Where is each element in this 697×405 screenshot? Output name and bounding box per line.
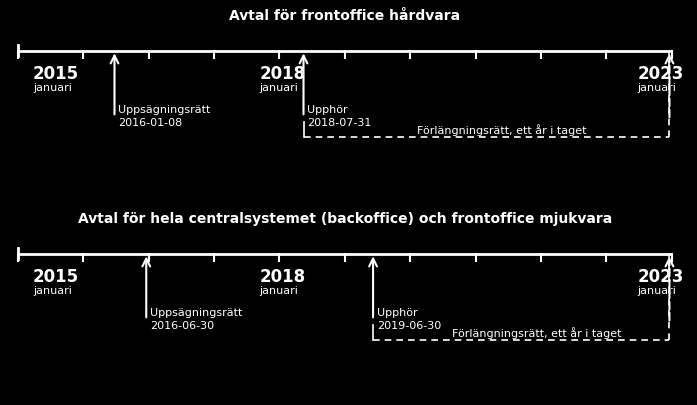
Text: Uppsägningsrätt: Uppsägningsrätt xyxy=(150,307,243,317)
Text: Förlängningsrätt, ett år i taget: Förlängningsrätt, ett år i taget xyxy=(417,124,586,136)
Text: januari: januari xyxy=(638,83,677,93)
Text: 2023: 2023 xyxy=(638,65,684,83)
Text: Avtal för frontoffice hårdvara: Avtal för frontoffice hårdvara xyxy=(229,9,460,23)
Text: Upphör: Upphör xyxy=(377,307,418,317)
Text: 2015: 2015 xyxy=(33,65,79,83)
Text: januari: januari xyxy=(260,286,298,296)
Text: 2016-01-08: 2016-01-08 xyxy=(118,118,183,128)
Text: Uppsägningsrätt: Uppsägningsrätt xyxy=(118,104,210,114)
Text: Avtal för hela centralsystemet (backoffice) och frontoffice mjukvara: Avtal för hela centralsystemet (backoffi… xyxy=(77,211,612,226)
Text: 2019-06-30: 2019-06-30 xyxy=(377,320,441,330)
Text: januari: januari xyxy=(638,286,677,296)
Text: 2016-06-30: 2016-06-30 xyxy=(150,320,214,330)
Text: 2015: 2015 xyxy=(33,267,79,286)
Text: Förlängningsrätt, ett år i taget: Förlängningsrätt, ett år i taget xyxy=(452,326,621,339)
Text: 2018: 2018 xyxy=(260,65,306,83)
Text: 2018-07-31: 2018-07-31 xyxy=(307,118,372,128)
Text: januari: januari xyxy=(33,83,72,93)
Text: januari: januari xyxy=(260,83,298,93)
Text: 2023: 2023 xyxy=(638,267,684,286)
Text: Upphör: Upphör xyxy=(307,104,348,114)
Text: januari: januari xyxy=(33,286,72,296)
Text: 2018: 2018 xyxy=(260,267,306,286)
